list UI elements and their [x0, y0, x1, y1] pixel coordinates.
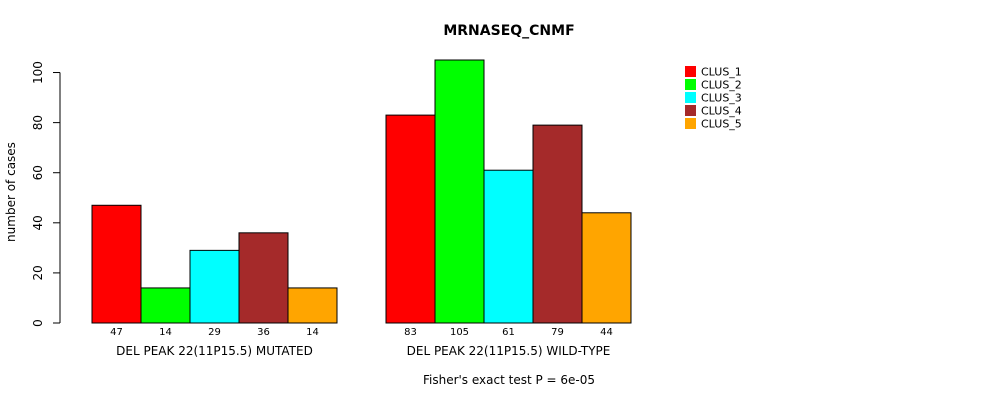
legend-swatch-clus-3 — [685, 92, 696, 103]
y-tick-label: 20 — [31, 265, 45, 280]
bar-clus-5-group-2 — [581, 212, 632, 324]
bar-clus-2-group-1 — [140, 287, 191, 324]
bar-count-label: 36 — [257, 327, 270, 338]
footnote: Fisher's exact test P = 6e-05 — [423, 373, 595, 387]
bar-count-label: 61 — [502, 327, 515, 338]
y-tick-label: 80 — [31, 115, 45, 130]
group-label-2: DEL PEAK 22(11P15.5) WILD-TYPE — [407, 344, 611, 358]
bar-count-label: 105 — [450, 327, 469, 338]
y-axis-label: number of cases — [4, 142, 18, 242]
legend-label: CLUS_3 — [701, 92, 742, 105]
legend-swatch-clus-5 — [685, 118, 696, 129]
group-labels: DEL PEAK 22(11P15.5) MUTATED DEL PEAK 22(… — [116, 344, 610, 358]
chart-title: MRNASEQ_CNMF — [443, 23, 574, 39]
group-label-1: DEL PEAK 22(11P15.5) MUTATED — [116, 344, 313, 358]
bar-count-label: 47 — [110, 327, 123, 338]
bar-clus-1-group-2 — [385, 114, 436, 324]
y-axis: 0 20 40 60 80 100 — [31, 61, 61, 327]
bars: 47 14 29 36 14 83 105 61 79 44 — [91, 59, 632, 338]
bar-count-label: 83 — [404, 327, 417, 338]
legend-swatch-clus-2 — [685, 79, 696, 90]
y-tick-label: 100 — [31, 61, 45, 84]
bar-count-label: 29 — [208, 327, 221, 338]
bar-clus-1-group-1 — [91, 204, 142, 324]
bar-clus-4-group-1 — [238, 232, 289, 324]
bar-clus-2-group-2 — [434, 59, 485, 324]
y-tick-label: 60 — [31, 165, 45, 180]
legend-swatch-clus-1 — [685, 66, 696, 77]
bar-clus-3-group-2 — [483, 169, 534, 324]
legend-label: CLUS_2 — [701, 79, 742, 92]
legend-label: CLUS_5 — [701, 118, 742, 131]
bar-count-label: 79 — [551, 327, 564, 338]
bar-clus-4-group-2 — [532, 124, 583, 324]
bar-clus-3-group-1 — [189, 249, 240, 324]
bar-count-label: 44 — [600, 327, 613, 338]
y-tick-label: 0 — [31, 319, 45, 327]
legend-label: CLUS_4 — [701, 105, 742, 118]
bar-count-label: 14 — [306, 327, 319, 338]
legend-swatch-clus-4 — [685, 105, 696, 116]
bar-clus-5-group-1 — [287, 287, 338, 324]
bar-count-label: 14 — [159, 327, 172, 338]
legend-label: CLUS_1 — [701, 66, 742, 79]
y-tick-label: 40 — [31, 215, 45, 230]
